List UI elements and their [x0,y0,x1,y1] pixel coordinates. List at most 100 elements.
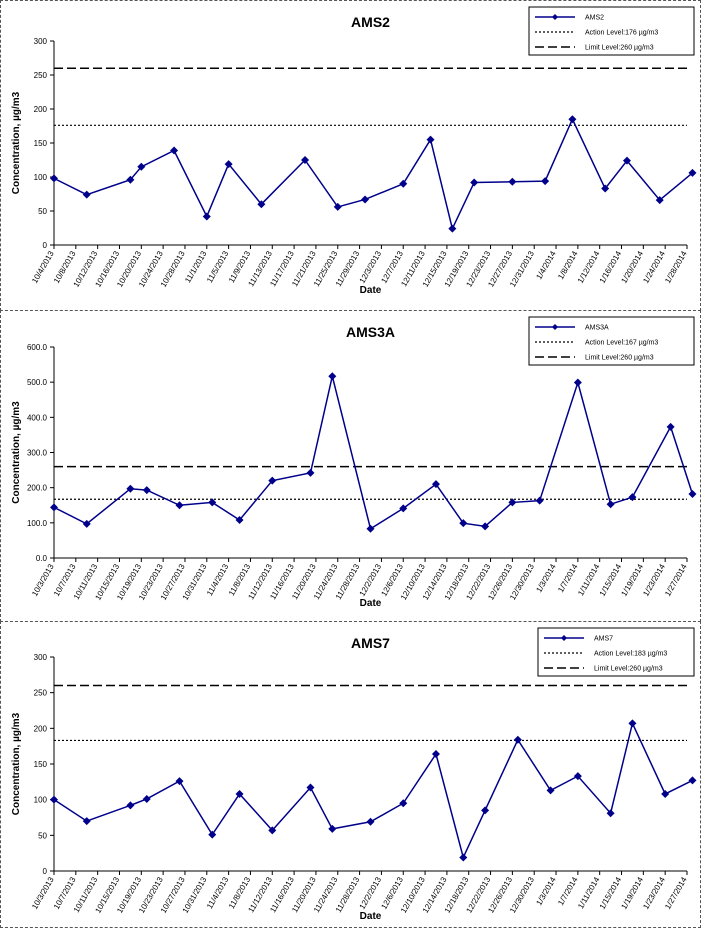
legend-limit-label: Limit Level:260 µg/m3 [585,355,654,362]
data-point [301,156,310,164]
data-point [399,799,408,808]
data-point [268,476,277,485]
y-tick-label: 150 [34,760,48,769]
data-point [126,801,135,810]
legend-series-marker [552,324,558,330]
data-point [655,196,664,205]
x-tick-label: 1/28/2014 [663,249,689,285]
data-point [328,372,337,381]
y-tick-label: 300 [34,37,48,46]
data-point [459,853,468,862]
data-point [666,422,675,431]
y-tick-label: 50 [38,207,47,216]
data-point [333,202,342,211]
data-point [606,500,615,509]
data-point [568,115,577,124]
data-point [82,817,91,826]
x-tick-label: 1/7/2014 [556,875,580,907]
data-point [481,522,490,531]
y-axis-title: Concentration, µg/m3 [11,401,22,504]
legend-action-label: Action Level:167 µg/m3 [585,340,658,347]
legend-series-marker [561,635,567,641]
data-point [426,135,435,144]
y-tick-label: 400.0 [27,413,48,422]
data-point [399,179,408,188]
data-point [50,795,58,804]
y-axis-title: Concentration, µg/m3 [11,91,22,194]
chart-title: AMS2 [351,14,390,30]
x-axis-title: Date [360,911,382,922]
data-point [50,503,58,512]
x-tick-label: 1/3/2014 [534,875,558,907]
data-point [470,178,479,187]
data-point [661,789,670,798]
x-tick-label: 1/7/2014 [556,562,580,594]
data-point [361,195,370,204]
y-tick-label: 250 [34,71,48,80]
chart-panel-ams7: AMS7 0 50 100 150 200 250 300 10/3/2013 10/7/2013… [0,621,701,928]
series-line [53,721,693,860]
data-point [175,501,184,510]
x-axis-title: Date [360,598,382,609]
x-tick-label: 1/4/2014 [534,249,558,281]
y-tick-label: 100.0 [27,519,48,528]
y-tick-label: 0 [43,241,48,250]
data-point [399,504,408,513]
legend: AMS2 Action Level:176 µg/m3 Limit Level:26… [528,6,695,56]
data-point [257,200,266,209]
data-point [202,212,211,221]
data-point [508,177,517,186]
data-point [622,156,631,165]
data-point [366,524,375,533]
data-point [170,146,179,155]
legend-limit-label: Limit Level:260 µg/m3 [594,666,663,673]
data-point [208,830,217,839]
data-point [328,824,337,833]
data-point [306,468,315,477]
data-point [448,224,457,233]
data-point [82,190,91,199]
data-point [688,776,697,785]
chart-ams3a: AMS3A0.0100.0200.0300.0400.0500.0600.010… [11,316,697,609]
data-point [50,174,58,183]
data-point [688,168,697,177]
legend-action-label: Action Level:183 µg/m3 [594,651,667,658]
data-point [535,496,544,505]
series-line [53,117,693,231]
data-point [688,489,697,498]
data-point [546,786,555,795]
chart-ams2: AMS205010015020025030010/4/201310/8/2013… [11,6,697,296]
legend-limit-label: Limit Level:260 µg/m3 [585,45,654,52]
data-point [513,735,522,744]
data-point [628,493,637,502]
y-tick-label: 300 [34,653,48,662]
y-axis-title: Concentration, µg/m3 [11,712,22,815]
y-tick-label: 0.0 [36,554,48,563]
x-tick-label: 1/27/2014 [663,562,689,598]
data-point [142,486,151,495]
x-tick-label: 1/27/2014 [663,875,689,911]
y-tick-label: 100 [34,796,48,805]
data-point [137,162,146,171]
data-point [508,498,517,507]
legend-series-label: AMS2 [585,15,604,22]
data-point [573,772,582,781]
chart-title: AMS7 [351,635,390,651]
x-tick-label: 1/8/2014 [556,249,580,281]
chart-panel-ams2: AMS2 0 50 100 150 200 250 300 10/4/2013 10/8/2013… [0,0,701,311]
data-point [235,516,244,525]
y-tick-label: 500.0 [27,378,48,387]
x-tick-label: 1/3/2014 [534,562,558,594]
legend-series-marker [552,14,558,20]
data-point [82,519,91,528]
data-point [126,484,135,493]
legend-action-label: Action Level:176 µg/m3 [585,30,658,37]
legend-series-label: AMS7 [594,636,613,643]
data-point [481,806,490,815]
legend: AMS7 Action Level:183 µg/m3 Limit Level:26… [537,627,695,677]
data-point [541,177,550,186]
chart-panel-ams3a: AMS3A 0.0 100.0 200.0 300.0 400.0 500.0 600.0 10… [0,310,701,622]
y-tick-label: 150 [34,139,48,148]
data-point [606,809,615,818]
data-point [224,160,233,169]
